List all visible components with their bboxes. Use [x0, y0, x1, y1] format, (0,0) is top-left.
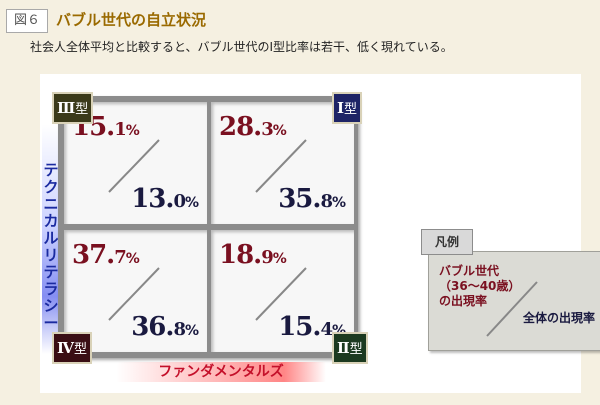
type-1-badge: Ⅰ型 [332, 92, 363, 124]
diagonal-divider [255, 267, 307, 321]
page-subtitle: 社会人全体平均と比較すると、バブル世代のⅠ型比率は若干、低く現れている。 [30, 40, 453, 54]
bubble-rate-q2: 18.9% [219, 240, 287, 270]
vertical-axis-char: カ [43, 212, 59, 230]
quadrant-grid: 15.1% 13.0% 28.3% 35.8% 37.7% 36.8% 18.9… [58, 96, 358, 358]
horizontal-axis-gradient [116, 362, 326, 382]
bubble-rate-q4: 37.7% [72, 240, 140, 270]
vertical-axis-char: シ [43, 297, 59, 315]
quadrant-4: 37.7% 36.8% [64, 230, 207, 352]
vertical-axis-gradient [42, 124, 60, 354]
vertical-axis-label: テクニカルリテラシー [40, 162, 62, 332]
quadrant-3: 15.1% 13.0% [64, 102, 207, 224]
vertical-axis-char: テ [43, 263, 59, 281]
diagram-panel: テクニカルリテラシー 15.1% 13.0% 28.3% 35.8% 37.7%… [40, 74, 600, 393]
horizontal-axis-label: ファンダメンタルズ [158, 364, 284, 380]
page-title: バブル世代の自立状況 [56, 11, 207, 29]
quadrant-2: 18.9% 15.4% [211, 230, 354, 352]
legend-title: 凡例 [421, 229, 473, 255]
vertical-axis-char: テ [43, 161, 59, 179]
legend-overall: 全体の出現率 [522, 311, 595, 325]
overall-rate-q3: 13.0% [131, 184, 199, 214]
diagonal-divider [255, 139, 307, 193]
type-3-badge: Ⅲ型 [52, 92, 94, 124]
overall-rate-q2: 15.4% [278, 312, 346, 342]
legend-bubble-generation: バブル世代 （36〜40歳） の出現率 [439, 264, 521, 308]
vertical-axis-char: リ [43, 246, 59, 264]
vertical-axis-char: ラ [43, 280, 59, 298]
type-4-badge: Ⅳ型 [52, 332, 93, 364]
bubble-rate-q3: 15.1% [72, 112, 140, 142]
bubble-rate-q1: 28.3% [219, 112, 287, 142]
vertical-axis-char: ク [43, 178, 59, 196]
diagonal-divider [108, 267, 160, 321]
vertical-axis-char: ル [43, 229, 59, 247]
vertical-axis-char: ニ [43, 195, 59, 213]
legend-diagonal-divider [486, 281, 538, 337]
overall-rate-q4: 36.8% [131, 312, 199, 342]
overall-rate-q1: 35.8% [278, 184, 346, 214]
diagonal-divider [108, 139, 160, 193]
vertical-axis-char: ー [43, 314, 59, 332]
type-2-badge: Ⅱ型 [332, 332, 368, 364]
figure-label: 図６ [6, 9, 48, 33]
quadrant-1: 28.3% 35.8% [211, 102, 354, 224]
legend-box: バブル世代 （36〜40歳） の出現率 全体の出現率 [428, 251, 600, 351]
